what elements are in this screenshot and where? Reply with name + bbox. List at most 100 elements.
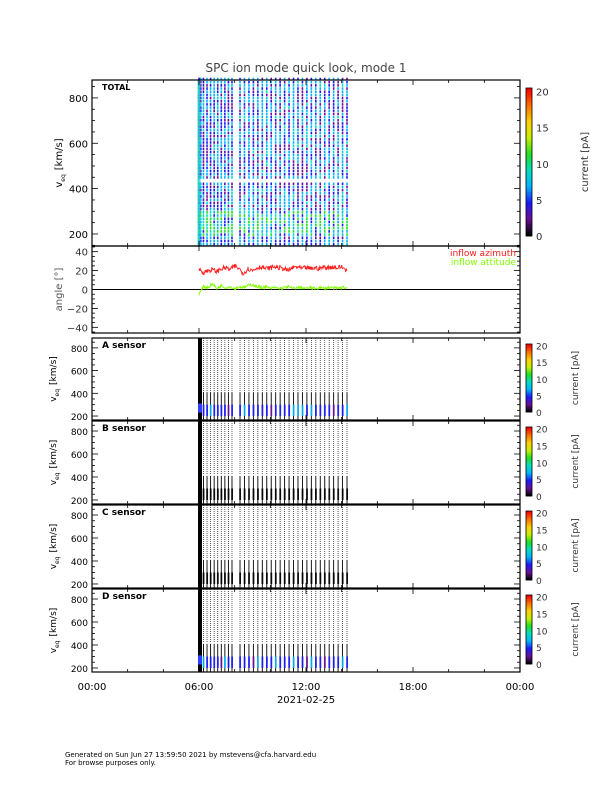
colorbar-cell	[526, 550, 532, 552]
spectrogram-cell	[297, 93, 299, 97]
spectrogram-cell	[297, 169, 299, 173]
spectrogram-cell	[202, 211, 205, 214]
spectrogram-cell	[274, 112, 277, 116]
spectrogram-cell	[306, 182, 308, 186]
spectrogram-cell	[310, 192, 313, 195]
spectrogram-cell	[283, 122, 286, 125]
spectrogram-cell	[288, 656, 291, 668]
spectrogram-cell	[310, 84, 313, 87]
spectrogram-cell	[337, 163, 339, 167]
spectrogram-cell	[310, 182, 313, 186]
colorbar-tick-label: 20	[536, 343, 548, 353]
spectrogram-cell	[270, 160, 273, 163]
spectrogram-cell	[227, 160, 230, 163]
spectrogram-cell	[337, 656, 340, 668]
spectrogram-cell	[346, 115, 348, 119]
spectrogram-cell	[337, 125, 339, 128]
colorbar-tick-label: 15	[536, 443, 547, 453]
spectrogram-cell	[213, 220, 215, 224]
spectrogram-cell	[224, 160, 226, 163]
spectrogram-cell	[319, 103, 322, 106]
spectrogram-cell	[239, 488, 242, 500]
colorbar-cell	[526, 125, 532, 128]
spectrogram-cell	[292, 93, 295, 97]
spectrogram-cell	[243, 214, 246, 217]
spectrogram-cell	[297, 242, 299, 246]
colorbar-cell	[526, 134, 532, 138]
spectrogram-cell	[248, 211, 250, 214]
spectrogram-cell	[199, 217, 202, 221]
spectrogram-cell	[231, 211, 233, 214]
colorbar-cell	[526, 536, 532, 538]
spectrogram-cell	[209, 157, 212, 160]
x-ticks	[91, 589, 521, 672]
spectrogram-cell	[279, 236, 281, 240]
spectrogram-cell	[199, 122, 202, 125]
spectrogram-cell	[332, 176, 335, 179]
spectrogram-cell	[252, 80, 255, 84]
panel-frame	[91, 79, 521, 247]
spectrogram-cell	[279, 176, 281, 179]
spectrogram-cell	[257, 128, 259, 132]
y-axis-label: veq[km/s]	[49, 524, 61, 570]
spectrogram-cell	[224, 103, 226, 106]
spectrogram-cell	[213, 166, 215, 170]
spectrogram-cell	[306, 226, 308, 230]
spectrogram-cell	[243, 233, 246, 236]
spectrogram-cell	[227, 201, 230, 205]
spectrogram-cell	[297, 572, 299, 584]
spectrogram-cell	[279, 122, 281, 125]
colorbar-cell	[526, 405, 532, 407]
spectrogram-cell	[301, 233, 304, 236]
spectrogram-cell	[274, 90, 277, 94]
spectrogram-cell	[319, 134, 322, 138]
colorbar-tick-label: 0	[536, 577, 542, 587]
spectrogram-cell	[213, 163, 215, 167]
colorbar-cell	[526, 110, 532, 113]
spectrogram-cell	[227, 157, 230, 160]
spectrogram-cell	[202, 176, 205, 179]
spectrogram-cell	[306, 150, 308, 154]
spectrogram-cell	[224, 198, 226, 201]
spectrogram-cell	[202, 144, 205, 147]
spectrogram-cell	[274, 176, 277, 179]
spectrogram-cell	[231, 115, 233, 119]
spectrogram-cell	[213, 138, 215, 141]
spectrogram-cell	[252, 93, 255, 97]
spectrogram-cell	[315, 172, 317, 176]
colorbar-cell	[526, 470, 532, 473]
spectrogram-cell	[270, 147, 273, 151]
spectrogram-cell	[216, 166, 219, 170]
spectrogram-cell	[213, 103, 215, 106]
spectrogram-cell	[310, 77, 313, 81]
colorbar-cell	[526, 117, 532, 121]
spectrogram-cell	[319, 106, 322, 109]
spectrogram-cell	[274, 138, 277, 141]
spectrogram-cell	[257, 90, 259, 94]
spectrogram-cell	[243, 103, 246, 106]
spectrogram-cell	[346, 77, 348, 81]
colorbar-cell	[526, 372, 532, 374]
spectrogram-cell	[323, 211, 326, 214]
spectrogram-cell	[274, 214, 277, 217]
colorbar-cell	[526, 149, 532, 153]
colorbar-cell	[526, 613, 532, 615]
spectrogram-cell	[283, 214, 286, 217]
colorbar-cell	[526, 376, 532, 379]
spectrogram-cell	[315, 201, 317, 205]
colorbar-cell	[526, 578, 532, 581]
spectrogram-cell	[213, 112, 215, 116]
spectrogram-cell	[288, 131, 290, 135]
dense-scan-block	[197, 80, 201, 246]
spectrogram-cell	[323, 128, 326, 132]
spectrogram-cell	[227, 96, 230, 100]
spectrogram-cell	[213, 160, 215, 163]
spectrogram-cell	[261, 106, 264, 109]
spectrogram-cell	[209, 204, 212, 208]
spectrogram-cell	[332, 147, 335, 151]
spectrogram-cell	[213, 207, 215, 211]
spectrogram-cell	[306, 153, 308, 157]
spectrogram-cell	[270, 220, 273, 224]
spectrogram-cell	[297, 207, 299, 211]
spectrogram-cell	[283, 84, 286, 87]
